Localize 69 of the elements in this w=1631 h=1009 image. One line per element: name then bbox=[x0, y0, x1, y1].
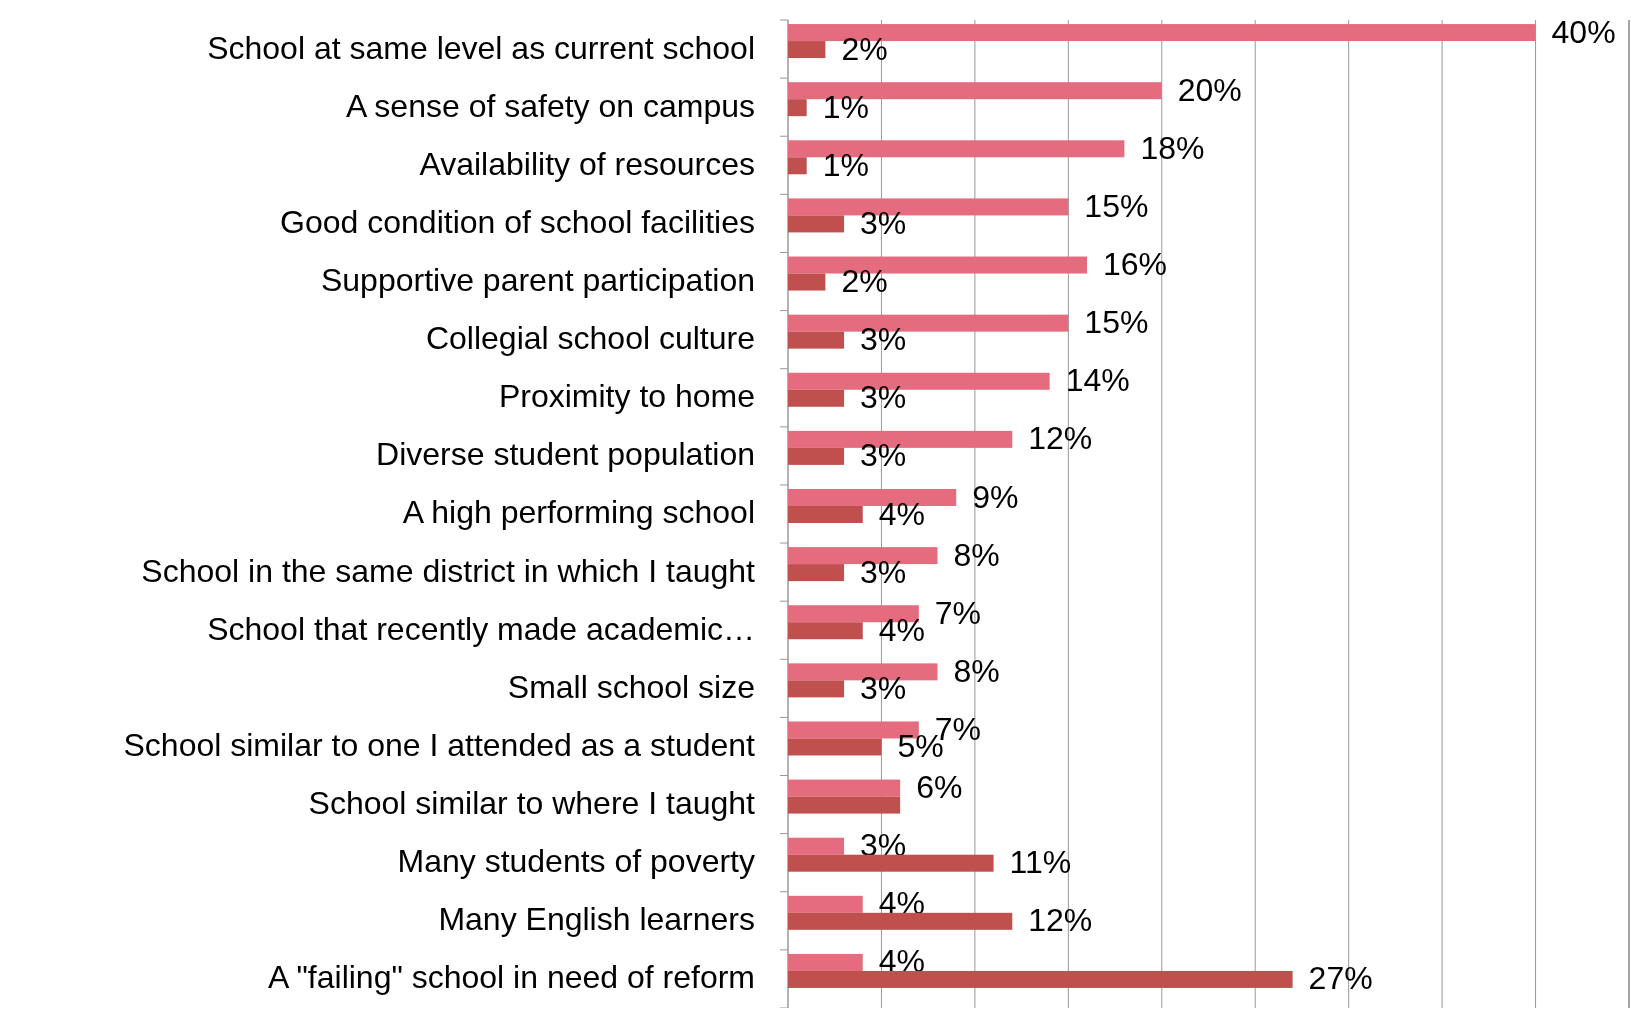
bar bbox=[788, 506, 863, 523]
data-label: 1% bbox=[822, 88, 869, 125]
data-label: 14% bbox=[1065, 362, 1130, 399]
bar bbox=[788, 273, 826, 291]
data-label: 12% bbox=[1028, 902, 1093, 939]
y-tick-label: Proximity to home bbox=[498, 378, 755, 415]
y-tick-label: Collegial school culture bbox=[425, 320, 755, 357]
data-label: 2% bbox=[841, 30, 888, 67]
bar bbox=[788, 99, 807, 117]
y-tick-label: A sense of safety on campus bbox=[345, 87, 755, 124]
bar bbox=[788, 564, 845, 582]
data-label: 27% bbox=[1308, 960, 1373, 997]
data-label: 3% bbox=[860, 379, 907, 416]
data-label: 15% bbox=[1084, 187, 1149, 224]
y-tick-label: Availability of resources bbox=[419, 145, 755, 182]
y-tick-label: A "failing" school in need of reform bbox=[268, 959, 755, 996]
data-label: 11% bbox=[1009, 844, 1072, 881]
y-tick-label: School similar to where I taught bbox=[308, 785, 756, 822]
data-label: 3% bbox=[860, 827, 907, 864]
data-label: 4% bbox=[878, 611, 926, 648]
bar bbox=[788, 447, 845, 465]
data-label: 6% bbox=[916, 769, 963, 806]
bar bbox=[788, 895, 863, 913]
data-label: 3% bbox=[860, 204, 907, 241]
bar bbox=[788, 331, 845, 349]
data-label: 9% bbox=[972, 478, 1019, 515]
y-tick-label: Diverse student population bbox=[376, 436, 755, 473]
bar bbox=[788, 837, 845, 855]
y-tick-label: School that recently made academic… bbox=[207, 610, 755, 647]
data-label: 4% bbox=[878, 943, 926, 980]
data-label: 16% bbox=[1103, 246, 1168, 283]
bar bbox=[788, 157, 807, 175]
y-tick-label: Many English learners bbox=[438, 901, 755, 938]
bar bbox=[788, 912, 1013, 930]
data-label: 3% bbox=[860, 321, 907, 358]
data-label: 40% bbox=[1551, 13, 1616, 50]
data-label: 8% bbox=[953, 652, 1000, 689]
bar bbox=[788, 215, 845, 233]
bar bbox=[788, 680, 845, 698]
bar bbox=[788, 41, 826, 59]
bar bbox=[788, 738, 882, 756]
data-label: 18% bbox=[1140, 129, 1205, 166]
y-tick-label: Supportive parent participation bbox=[320, 261, 755, 298]
data-label: 4% bbox=[878, 885, 926, 922]
y-tick-label: School in the same district in which I taught bbox=[141, 552, 756, 589]
bar bbox=[788, 953, 863, 971]
y-tick-label: Good condition of school facilities bbox=[280, 203, 755, 240]
data-label: 12% bbox=[1028, 420, 1093, 457]
y-tick-label: School similar to one I attended as a student bbox=[123, 726, 756, 763]
bar bbox=[788, 622, 863, 640]
bar bbox=[788, 779, 901, 797]
data-label: 2% bbox=[841, 263, 888, 300]
y-tick-label: Many students of poverty bbox=[397, 843, 755, 880]
data-label: 7% bbox=[934, 594, 982, 631]
data-label: 20% bbox=[1177, 71, 1242, 108]
data-label: 3% bbox=[860, 669, 907, 706]
data-label: 4% bbox=[878, 495, 926, 532]
bar bbox=[788, 796, 901, 814]
bar bbox=[788, 854, 994, 872]
bar bbox=[788, 970, 1293, 988]
y-tick-label: Small school size bbox=[507, 668, 755, 705]
data-label: 15% bbox=[1084, 304, 1149, 341]
data-label: 3% bbox=[860, 437, 907, 474]
y-tick-label: School at same level as current school bbox=[207, 29, 755, 66]
bar bbox=[788, 389, 845, 407]
y-tick-label: A high performing school bbox=[402, 494, 755, 531]
data-label: 3% bbox=[860, 553, 907, 590]
data-label: 8% bbox=[953, 536, 1000, 573]
data-label: 1% bbox=[822, 146, 869, 183]
